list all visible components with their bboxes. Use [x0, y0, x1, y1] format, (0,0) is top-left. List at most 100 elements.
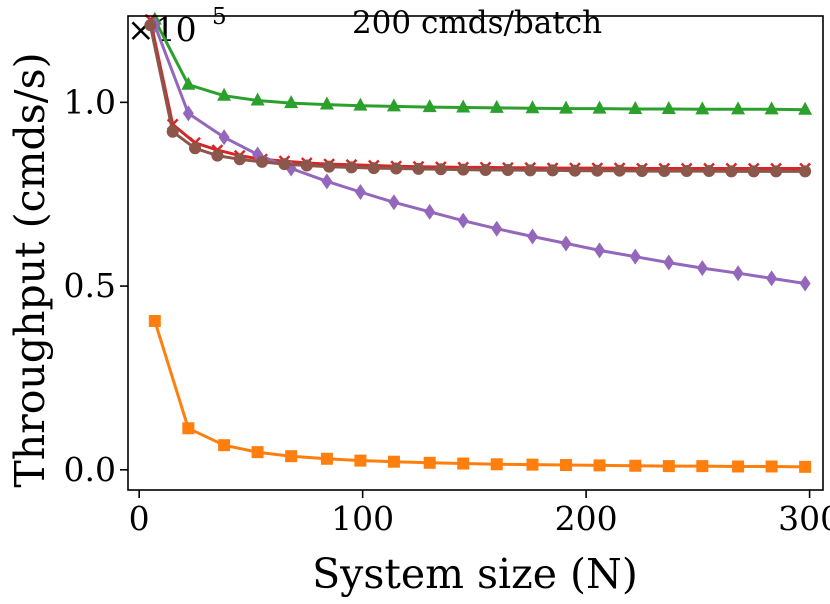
- data-point: [764, 101, 779, 115]
- data-point: [233, 153, 246, 166]
- data-point: [559, 100, 574, 114]
- data-point: [695, 101, 710, 115]
- data-point: [491, 220, 503, 237]
- data-point: [387, 455, 400, 468]
- y-tick-label: 0.5: [64, 266, 116, 305]
- data-point: [594, 242, 606, 259]
- data-point: [457, 212, 469, 229]
- data-point: [166, 125, 179, 138]
- data-point: [250, 92, 265, 106]
- data-point: [799, 165, 812, 178]
- series-line: [153, 320, 806, 469]
- data-point: [434, 163, 447, 176]
- series-brown-circle: [144, 19, 812, 178]
- data-point: [323, 160, 336, 173]
- chart-title: 200 cmds/batch: [352, 5, 602, 41]
- data-point: [731, 101, 746, 115]
- data-point: [182, 422, 195, 435]
- data-point: [319, 96, 334, 110]
- data-point: [278, 158, 291, 171]
- data-point: [367, 162, 380, 175]
- series-layer: [144, 11, 813, 473]
- data-point: [218, 439, 231, 452]
- data-point: [412, 162, 425, 175]
- data-point: [628, 100, 643, 114]
- x-tick-label: 0: [129, 499, 150, 538]
- series-orange-square: [148, 314, 812, 473]
- data-point: [388, 194, 400, 211]
- tick-layer: 0 100 200 300 0.0 0.5 1.0: [64, 82, 830, 538]
- data-point: [526, 458, 539, 471]
- data-point: [770, 165, 783, 178]
- data-point: [696, 260, 708, 277]
- data-point: [560, 235, 572, 252]
- data-point: [613, 164, 626, 177]
- data-point: [144, 19, 157, 32]
- data-point: [251, 446, 264, 459]
- data-point: [592, 100, 607, 114]
- data-point: [663, 254, 675, 271]
- data-point: [284, 95, 299, 109]
- data-point: [662, 460, 675, 473]
- data-point: [526, 228, 538, 245]
- data-point: [560, 459, 573, 472]
- data-point: [456, 99, 471, 113]
- data-point: [591, 164, 604, 177]
- data-point: [182, 105, 194, 122]
- data-point: [457, 163, 470, 176]
- x-tick-label: 100: [331, 499, 394, 538]
- plot-frame: [127, 15, 824, 491]
- y-tick-label: 1.0: [64, 82, 116, 121]
- data-point: [525, 100, 540, 114]
- x-tick-label: 300: [778, 499, 830, 538]
- y-multiplier-exponent: 5: [212, 4, 227, 30]
- data-point: [423, 456, 436, 469]
- data-point: [658, 165, 671, 178]
- data-point: [490, 458, 503, 471]
- data-point: [765, 460, 778, 473]
- data-point: [189, 142, 202, 155]
- series-green-triangle: [147, 11, 813, 115]
- data-point: [424, 203, 436, 220]
- data-point: [457, 457, 470, 470]
- data-point: [390, 162, 403, 175]
- data-point: [593, 459, 606, 472]
- data-point: [320, 452, 333, 465]
- data-point: [354, 454, 367, 467]
- data-point: [218, 129, 230, 146]
- data-point: [703, 165, 716, 178]
- data-point: [321, 173, 333, 190]
- data-point: [181, 76, 196, 90]
- data-point: [629, 248, 641, 265]
- data-point: [725, 165, 738, 178]
- x-axis-label: System size (N): [312, 550, 638, 598]
- data-point: [696, 460, 709, 473]
- data-point: [798, 101, 813, 115]
- data-point: [568, 164, 581, 177]
- data-point: [501, 163, 514, 176]
- series-purple-diamond: [149, 17, 811, 292]
- y-axis-label: Throughput (cmds/s): [6, 52, 54, 487]
- data-point: [766, 270, 778, 287]
- data-point: [635, 165, 648, 178]
- data-point: [747, 165, 760, 178]
- data-point: [211, 149, 224, 162]
- data-point: [661, 100, 676, 114]
- data-point: [300, 159, 313, 172]
- data-point: [148, 314, 161, 327]
- data-point: [732, 265, 744, 282]
- data-point: [489, 99, 504, 113]
- data-point: [217, 87, 232, 101]
- y-tick-label: 0.0: [64, 450, 116, 489]
- data-point: [354, 184, 366, 201]
- series-line: [153, 19, 806, 112]
- data-point: [285, 450, 298, 463]
- data-point: [479, 163, 492, 176]
- data-point: [386, 98, 401, 112]
- x-tick-label: 200: [555, 499, 618, 538]
- data-point: [524, 164, 537, 177]
- data-point: [353, 97, 368, 111]
- data-point: [422, 99, 437, 113]
- data-point: [256, 155, 269, 168]
